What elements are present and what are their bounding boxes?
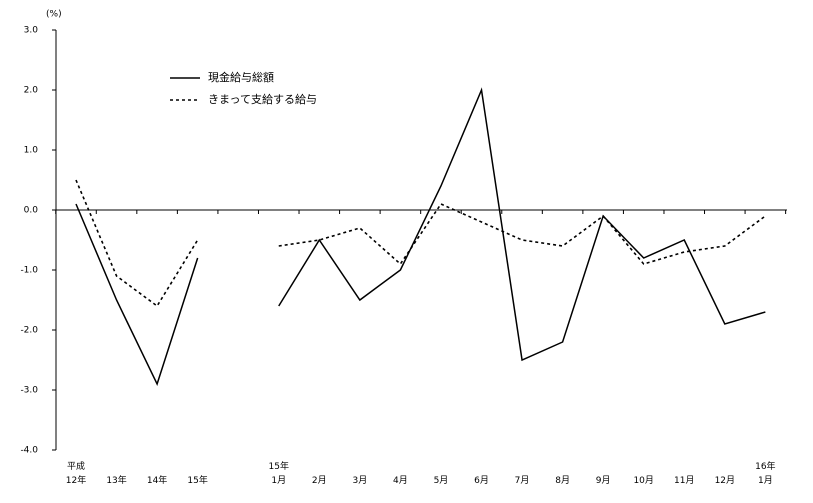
x-tick-label: 14年 — [146, 476, 168, 486]
y-tick-label: 1.0 — [24, 146, 39, 156]
x-tick-label: 10月 — [633, 476, 654, 486]
y-tick-label: -3.0 — [20, 386, 38, 396]
y-tick-label: 2.0 — [24, 86, 39, 96]
series-line — [278, 202, 766, 266]
y-tick-label: -2.0 — [20, 326, 38, 336]
x-tick-label: 15年 1月 — [268, 462, 289, 486]
y-tick-label: -1.0 — [20, 266, 38, 276]
legend-label: 現金給与総額 — [208, 70, 274, 84]
x-tick-label: 2月 — [311, 476, 327, 486]
x-tick-label: 12月 — [714, 476, 736, 486]
x-tick-label: 5月 — [433, 476, 449, 486]
series-line — [278, 87, 766, 362]
x-tick-label: 平成 12年 — [65, 462, 87, 486]
y-tick-label: 3.0 — [24, 26, 39, 36]
x-tick-label: 7月 — [514, 476, 530, 486]
x-tick-label: 13年 — [106, 476, 127, 486]
x-tick-label: 4月 — [393, 476, 408, 486]
x-tick-label: 9月 — [595, 476, 611, 486]
x-tick-label: 6月 — [474, 476, 489, 486]
legend-label: きまって支給する給与 — [208, 92, 317, 106]
x-tick-label: 15年 — [187, 476, 208, 486]
x-tick-label: 3月 — [352, 476, 368, 486]
y-tick-label: 0.0 — [24, 206, 39, 216]
series-line — [75, 203, 199, 387]
y-unit: (%) — [46, 10, 62, 20]
y-tick-label: -4.0 — [20, 446, 38, 456]
series-line — [75, 179, 199, 308]
x-tick-label: 16年 1月 — [755, 462, 776, 486]
x-tick-label: 11月 — [674, 476, 695, 486]
x-tick-label: 8月 — [555, 476, 570, 486]
